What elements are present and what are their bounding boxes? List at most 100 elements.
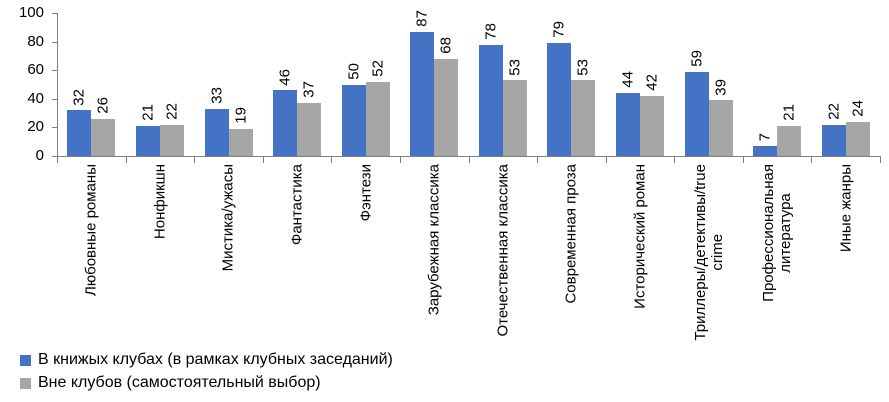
- bar-value-label: 7: [756, 132, 774, 141]
- y-axis-tick-label: 20: [27, 118, 44, 136]
- y-axis-tick-label: 0: [35, 147, 44, 164]
- bar-series2-cat10: [708, 100, 733, 156]
- y-axis-tick-label: 60: [27, 61, 44, 79]
- x-axis-tick-mark: [880, 157, 881, 163]
- x-axis-tick-mark: [194, 157, 195, 163]
- bar-value-label: 19: [232, 107, 249, 124]
- bar-value-label: 22: [163, 102, 181, 120]
- y-axis-tick-mark: [52, 70, 57, 72]
- y-axis-tick-mark: [52, 98, 57, 100]
- category-label-col: Триллеры/детективы/true crime: [674, 164, 743, 359]
- legend-label-in-clubs: В книжых клубах (в рамках клубных заседа…: [38, 351, 393, 368]
- bar-value-label: 59: [688, 49, 705, 67]
- bar-series1-cat7: [478, 44, 503, 156]
- bar-series2-cat3: [228, 128, 253, 156]
- bar-value-label: 21: [780, 104, 798, 121]
- category-label-col: Современная проза: [537, 164, 606, 359]
- bar-series2-cat6: [434, 58, 459, 156]
- category-label-col: Отечественная классика: [469, 164, 538, 359]
- y-axis-tick-mark: [52, 13, 57, 14]
- bar-series1-cat1: [67, 110, 92, 156]
- y-axis-line: [57, 13, 58, 156]
- bar-value-label: 42: [643, 74, 661, 91]
- bar-series2-cat11: [777, 126, 802, 156]
- category-label: Триллеры/детективы/true crime: [691, 164, 726, 341]
- category-label-col: Нонфикшн: [126, 164, 195, 359]
- category-label: Любовные романы: [82, 164, 100, 296]
- bar-series1-cat2: [135, 126, 160, 156]
- category-label-col: Фантастика: [263, 164, 332, 359]
- bar-series1-cat5: [341, 84, 366, 156]
- y-axis-tick-label: 80: [27, 32, 44, 50]
- category-label-col: Профессиональная литература: [743, 164, 812, 359]
- bar-value-label: 46: [276, 68, 294, 86]
- bar-value-label: 32: [70, 88, 88, 106]
- y-axis-tick-mark: [52, 127, 57, 129]
- legend-swatch-blue-icon: [20, 354, 31, 366]
- x-axis-tick-mark: [811, 157, 812, 163]
- x-axis-tick-mark: [400, 157, 401, 163]
- x-axis-line: [52, 156, 881, 157]
- legend: В книжых клубах (в рамках клубных заседа…: [20, 351, 393, 392]
- category-label-col: Зарубежная классика: [400, 164, 469, 359]
- x-axis-tick-mark: [606, 157, 607, 163]
- bar-value-label: 22: [825, 102, 843, 120]
- bar-value-label: 50: [345, 62, 363, 80]
- category-label-col: Фэнтези: [331, 164, 400, 359]
- category-label: Современная проза: [562, 164, 580, 304]
- bar-value-label: 78: [482, 22, 500, 40]
- y-axis-tick-label: 100: [18, 4, 44, 21]
- bar-value-label: 53: [506, 58, 524, 76]
- x-axis-tick-mark: [126, 157, 127, 163]
- bar-series1-cat3: [204, 108, 229, 156]
- x-axis-tick-mark: [537, 157, 538, 163]
- bar-series1-cat12: [821, 124, 846, 156]
- category-label: Профессиональная литература: [760, 164, 795, 302]
- x-axis-tick-mark: [743, 157, 744, 163]
- bar-series1-cat9: [616, 93, 640, 156]
- x-axis-tick-mark: [57, 157, 58, 163]
- category-label: Нонфикшн: [151, 164, 169, 240]
- bar-series2-cat7: [502, 80, 527, 156]
- legend-item-in-clubs: В книжых клубах (в рамках клубных заседа…: [20, 351, 393, 369]
- legend-item-outside-clubs: Вне клубов (самостоятельный выбор): [20, 374, 393, 392]
- category-label: Иные жанры: [837, 164, 855, 253]
- bar-series2-cat1: [91, 118, 116, 156]
- bar-series2-cat9: [640, 95, 664, 156]
- bar-value-label: 24: [849, 100, 867, 117]
- bar-series2-cat12: [845, 121, 870, 156]
- y-axis-tick-mark: [52, 41, 57, 43]
- category-label: Фэнтези: [357, 164, 375, 222]
- bar-value-label: 37: [300, 81, 318, 99]
- y-axis-tick-mark: [52, 156, 57, 157]
- bar-series1-cat6: [410, 31, 435, 156]
- category-label: Фантастика: [288, 164, 306, 246]
- plot-area: 32 26 21 22 33 19 46 37 50 52 87 68 78 53 79 53 44 42 59 39…: [57, 10, 880, 156]
- legend-swatch-gray-icon: [20, 377, 31, 389]
- category-label: Исторический роман: [631, 164, 649, 309]
- category-label: Мистика/ужасы: [219, 164, 237, 272]
- bar-series2-cat5: [365, 81, 390, 156]
- bar-series1-cat11: [753, 146, 778, 156]
- category-label-col: Иные жанры: [811, 164, 880, 359]
- bar-value-label: 79: [550, 21, 568, 38]
- category-label-col: Мистика/ужасы: [194, 164, 263, 359]
- legend-label-outside-clubs: Вне клубов (самостоятельный выбор): [38, 374, 321, 391]
- bar-series2-cat2: [159, 124, 184, 156]
- x-axis-tick-mark: [331, 157, 332, 163]
- x-axis-tick-mark: [674, 157, 675, 163]
- x-axis-tick-mark: [469, 157, 470, 163]
- bar-value-label: 33: [208, 87, 225, 104]
- bar-value-label: 53: [574, 58, 592, 76]
- category-label-col: Исторический роман: [606, 164, 675, 359]
- bar-series1-cat10: [684, 71, 709, 156]
- bar-series2-cat8: [571, 80, 596, 156]
- bar-value-label: 52: [369, 59, 387, 77]
- category-label: Отечественная классика: [494, 164, 512, 337]
- bar-series1-cat8: [547, 43, 572, 156]
- category-label-col: Любовные романы: [57, 164, 126, 359]
- category-label: Зарубежная классика: [425, 164, 443, 316]
- bar-value-label: 68: [437, 37, 455, 54]
- x-axis-tick-mark: [263, 157, 264, 163]
